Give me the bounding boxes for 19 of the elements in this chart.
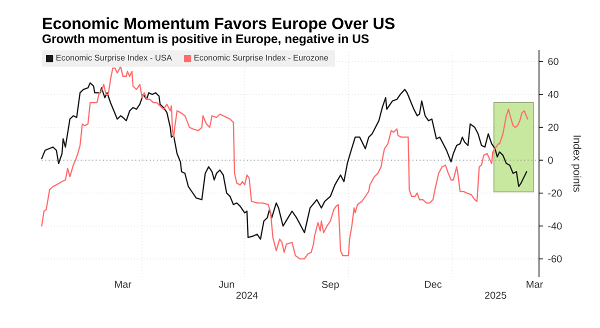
y-tick-label: 20 bbox=[548, 124, 558, 131]
y-tick-label: 60 bbox=[548, 58, 558, 66]
x-tick-label: Sep bbox=[322, 280, 339, 290]
x-tick-label: Jun bbox=[218, 280, 234, 288]
y-tick-label: -60 bbox=[548, 255, 562, 262]
y-axis-title: Index points bbox=[571, 136, 582, 192]
y-tick-label: 40 bbox=[548, 90, 558, 98]
legend-label: Economic Surprise Index - USA bbox=[56, 54, 172, 62]
x-tick-label: Dec bbox=[424, 280, 442, 288]
x-tick-label: Mar bbox=[526, 280, 543, 288]
chart-title: Economic Momentum Favors Europe Over US bbox=[43, 17, 395, 32]
y-tick-label: -40 bbox=[548, 222, 562, 230]
y-tick-label: 0 bbox=[548, 156, 553, 164]
x-tick-label: Mar bbox=[115, 280, 132, 288]
text: 2024 bbox=[236, 292, 258, 299]
text: 2025 bbox=[484, 292, 506, 299]
y-tick-label: -20 bbox=[548, 190, 562, 197]
legend-label: Economic Surprise Index - Eurozone bbox=[194, 54, 328, 62]
chart-subtitle: Growth momentum is positive in Europe, negative in US bbox=[42, 34, 369, 46]
